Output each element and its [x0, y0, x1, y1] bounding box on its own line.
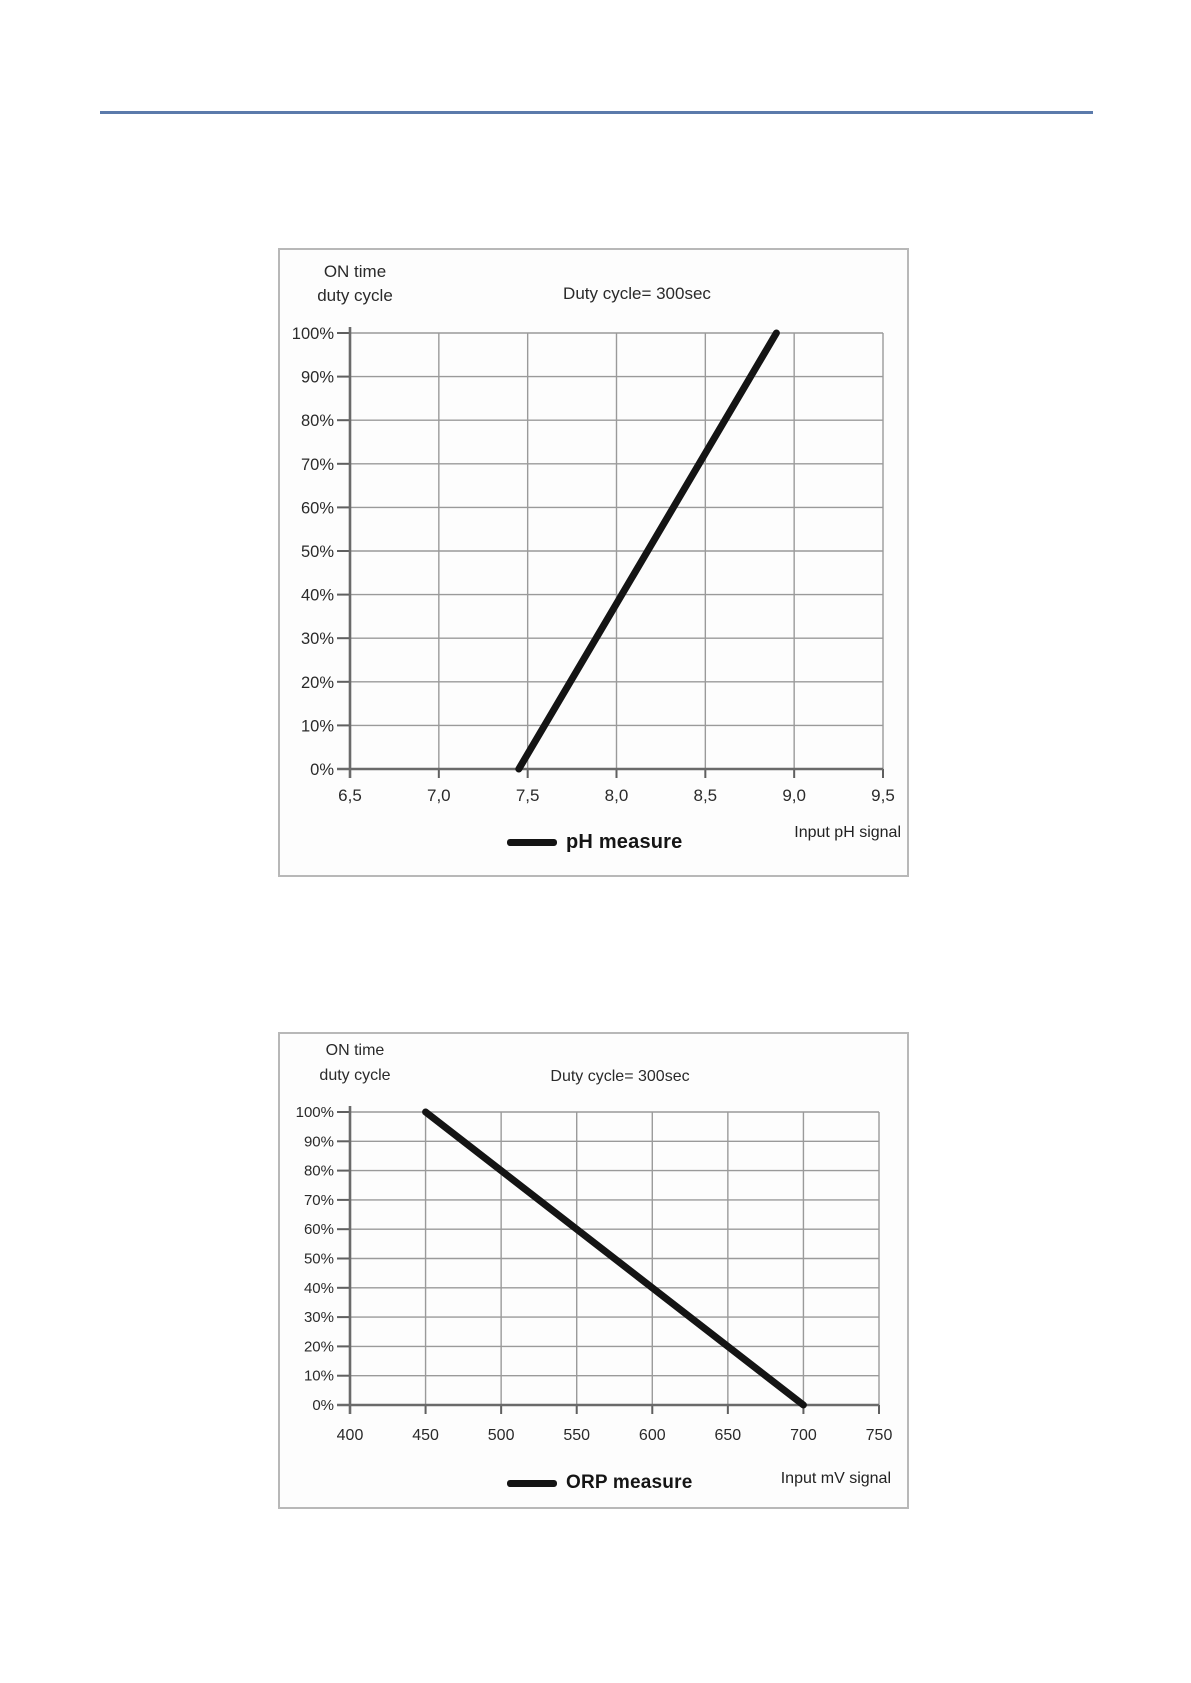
y-axis-label-line2: duty cycle: [319, 1066, 391, 1084]
series-line-ph-measure: [515, 329, 780, 773]
y-axis-label-line2: duty cycle: [317, 285, 393, 305]
x-tick-label: 9,0: [782, 786, 806, 805]
y-tick-label: 80%: [301, 412, 334, 430]
y-tick-label: 20%: [301, 674, 334, 692]
legend-label: pH measure: [566, 831, 683, 853]
y-tick-label: 10%: [301, 717, 334, 735]
y-tick-label: 50%: [301, 543, 334, 561]
header-rule: [100, 111, 1093, 114]
y-axis-label-line1: ON time: [323, 262, 387, 281]
ph-plot-area: 100% 90% 80% 70% 60% 50% 40% 30% 20% 10% 0%6,5 7,0 7…: [292, 325, 895, 805]
series-line-orp-measure: [422, 1108, 807, 1409]
x-tick-label: 500: [488, 1427, 515, 1444]
legend-line-swatch: [507, 839, 557, 846]
y-tick-label: 100%: [292, 325, 335, 343]
ph-duty-cycle-chart: 100% 90% 80% 70% 60% 50% 40% 30% 20% 10% 0% 6,5 7,0 7…: [278, 248, 909, 877]
y-tick-label: 30%: [304, 1309, 334, 1326]
x-tick-label: 7,0: [427, 786, 451, 805]
y-tick-label: 60%: [301, 499, 334, 517]
y-tick-label: 60%: [304, 1221, 334, 1238]
x-axis-label: Input pH signal: [794, 824, 901, 841]
y-axis-label: ON time duty cycle: [294, 260, 416, 308]
y-axis-label-line1: ON time: [325, 1042, 385, 1059]
x-tick-label: 8,5: [694, 786, 718, 805]
legend-line-swatch: [507, 1479, 557, 1487]
y-axis-label: ON time duty cycle: [294, 1039, 416, 1089]
y-tick-label: 0%: [310, 761, 334, 779]
legend: pH measure: [507, 831, 683, 854]
x-tick-label: 400: [337, 1427, 364, 1444]
y-tick-label: 90%: [304, 1133, 334, 1150]
x-tick-label: 7,5: [516, 786, 540, 805]
y-tick-label: 40%: [304, 1280, 334, 1297]
y-tick-label: 10%: [304, 1368, 334, 1385]
x-tick-label: 550: [563, 1427, 590, 1444]
x-tick-label: 8,0: [605, 786, 629, 805]
chart-title: Duty cycle= 300sec: [550, 1068, 690, 1085]
legend-label: ORP measure: [566, 1472, 693, 1493]
y-tick-label: 90%: [301, 369, 334, 387]
x-axis-label: Input mV signal: [780, 1470, 891, 1487]
y-tick-label: 30%: [301, 630, 334, 648]
y-tick-label: 40%: [301, 587, 334, 605]
x-tick-label: 600: [639, 1427, 666, 1444]
y-tick-label: 0%: [312, 1397, 334, 1414]
orp-duty-cycle-chart: 100% 90% 80% 70% 60% 50% 40% 30% 20% 10% 0% 400 450 5…: [278, 1032, 909, 1509]
y-tick-label: 20%: [304, 1338, 334, 1355]
x-tick-label: 750: [866, 1427, 893, 1444]
x-tick-label: 450: [412, 1427, 439, 1444]
x-tick-label: 650: [715, 1427, 742, 1444]
x-tick-label: 9,5: [871, 786, 895, 805]
chart-title: Duty cycle= 300sec: [563, 284, 711, 303]
y-tick-label: 70%: [304, 1192, 334, 1209]
y-tick-label: 80%: [304, 1163, 334, 1180]
y-tick-label: 100%: [296, 1104, 334, 1121]
legend: ORP measure: [507, 1472, 692, 1494]
x-tick-label: 700: [790, 1427, 817, 1444]
x-tick-label: 6,5: [338, 786, 362, 805]
y-tick-label: 50%: [304, 1251, 334, 1268]
y-tick-label: 70%: [301, 456, 334, 474]
orp-plot-area: 100% 90% 80% 70% 60% 50% 40% 30% 20% 10% 0%400 450 5…: [296, 1104, 893, 1444]
